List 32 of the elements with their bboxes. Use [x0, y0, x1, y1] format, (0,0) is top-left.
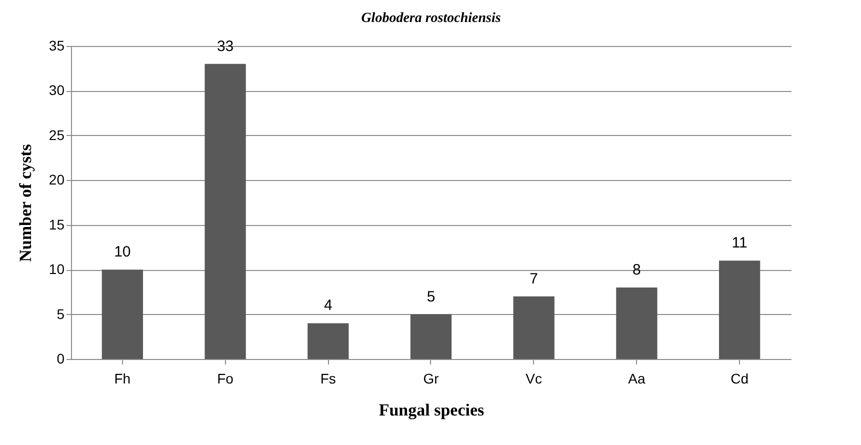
x-tick-label: Vc	[526, 370, 542, 386]
y-tick-label: 5	[56, 306, 65, 322]
bar	[308, 323, 349, 359]
y-tick-label: 10	[48, 261, 65, 278]
bar	[410, 314, 452, 359]
x-tick-label: Aa	[628, 370, 646, 386]
x-axis-title: Fungal species	[378, 400, 485, 420]
data-label: 10	[114, 244, 131, 261]
bar	[513, 296, 554, 359]
bar	[102, 270, 143, 359]
y-tick-label: 35	[48, 38, 65, 54]
y-tick-label: 15	[48, 216, 65, 232]
data-label: 11	[732, 234, 748, 252]
y-axis-title: Number of cysts	[16, 144, 35, 262]
x-tick-label: Cd	[730, 370, 749, 386]
data-label: 5	[426, 288, 436, 306]
y-tick-label: 25	[48, 126, 65, 143]
bar	[616, 287, 658, 359]
x-tick-label: Fs	[320, 370, 336, 386]
data-label: 8	[632, 261, 641, 278]
data-label: 33	[216, 38, 234, 55]
y-tick-label: 30	[48, 82, 65, 98]
x-tick-label: Fh	[114, 370, 131, 386]
y-tick-label: 0	[56, 350, 65, 366]
bar	[719, 260, 760, 359]
x-tick-label: Gr	[423, 370, 440, 386]
data-label: 7	[530, 270, 538, 288]
bar	[204, 64, 246, 359]
data-label: 4	[324, 297, 332, 314]
x-tick-label: Fo	[217, 370, 234, 386]
chart-title: Globodera rostochiensis	[361, 10, 502, 26]
y-tick-label: 20	[48, 172, 65, 188]
